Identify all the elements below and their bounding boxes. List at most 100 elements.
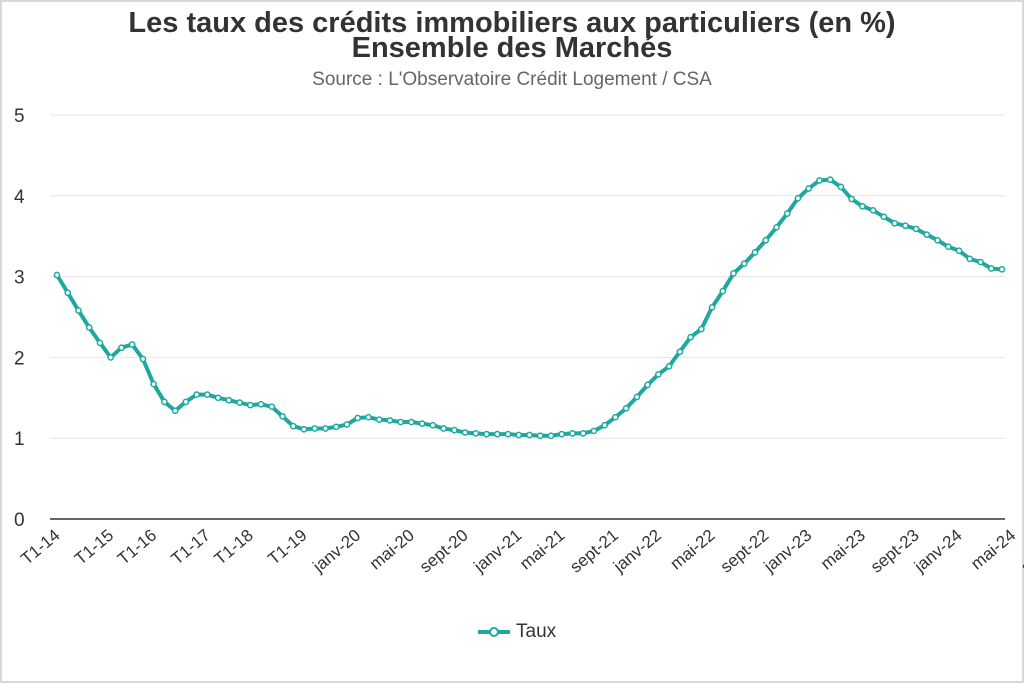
x-tick-label: T1-17 (168, 526, 214, 569)
data-point (880, 213, 888, 221)
x-tick-label: sept-23 (867, 526, 923, 577)
data-point (483, 430, 490, 438)
data-point (730, 270, 737, 277)
data-point (934, 236, 941, 244)
data-point (397, 418, 404, 426)
data-point (687, 333, 694, 341)
data-point (268, 403, 276, 411)
y-tick-label: 4 (14, 187, 25, 208)
data-point (697, 325, 705, 333)
chart-title-line2: Ensemble des Marchés (351, 32, 673, 64)
data-point (504, 430, 512, 438)
data-point (740, 260, 748, 268)
data-point (408, 418, 415, 426)
x-tick-label: sept-20 (416, 526, 472, 577)
data-point (64, 289, 72, 297)
data-point (472, 430, 480, 437)
x-tick-label: T1-14 (17, 526, 63, 569)
data-point (719, 287, 727, 295)
data-point (289, 422, 297, 430)
data-point (751, 249, 759, 256)
data-point (547, 432, 555, 440)
data-point (418, 420, 426, 428)
data-point (203, 391, 211, 398)
legend[interactable]: Taux (478, 621, 556, 643)
data-point (182, 398, 190, 406)
chart-subtitle: Source : L'Observatoire Crédit Logement … (312, 69, 712, 90)
data-point (96, 339, 104, 347)
y-axis-ticks: 0 1 2 3 4 5 (14, 106, 25, 531)
y-tick-label: 5 (14, 106, 25, 127)
data-point (633, 393, 641, 401)
data-point (343, 421, 351, 428)
data-point (987, 265, 995, 272)
x-tick-label: mai-22 (667, 526, 719, 574)
data-point (579, 430, 587, 437)
data-point (998, 265, 1006, 273)
data-point (53, 271, 61, 279)
x-tick-label: T1-18 (211, 526, 257, 569)
data-point (225, 396, 233, 404)
data-point (375, 416, 383, 423)
data-point (569, 430, 576, 437)
data-point (85, 324, 93, 331)
y-tick-label: 2 (14, 348, 25, 369)
series-taux (53, 176, 1006, 440)
data-point (977, 258, 984, 266)
data-point (171, 407, 179, 415)
data-point (139, 355, 147, 363)
data-point (128, 341, 136, 348)
data-point (923, 231, 931, 238)
data-point (515, 431, 523, 439)
gridlines (50, 114, 1005, 439)
x-tick-label: mai-24 (967, 526, 1019, 574)
data-point (601, 421, 609, 429)
data-point (773, 223, 780, 231)
data-point (944, 243, 952, 251)
x-tick-label: janv-22 (609, 526, 665, 577)
data-point (246, 401, 254, 409)
y-tick-label: 3 (14, 268, 25, 289)
data-point (655, 371, 662, 378)
data-point (354, 414, 362, 422)
x-tick-label: mai-20 (366, 526, 418, 574)
data-point (826, 176, 834, 183)
data-point (493, 430, 501, 438)
data-point (279, 413, 286, 420)
x-tick-label: mai-23 (817, 526, 869, 574)
data-point (526, 431, 533, 439)
x-tick-label: T1-15 (71, 526, 117, 569)
data-point (622, 404, 630, 412)
data-point (848, 195, 856, 203)
data-point (644, 381, 651, 389)
x-tick-label: T1-16 (114, 526, 160, 569)
data-point (590, 427, 598, 435)
data-point (193, 391, 200, 398)
x-tick-label: T1-19 (264, 526, 310, 569)
data-point (762, 236, 770, 244)
data-point (805, 185, 813, 192)
x-tick-label: janv-23 (760, 526, 816, 577)
data-point (322, 425, 329, 432)
data-point (332, 423, 340, 431)
data-point (386, 417, 394, 424)
x-tick-label: janv-24 (910, 526, 966, 577)
data-point (440, 425, 447, 432)
data-point (783, 210, 791, 217)
data-point (612, 413, 619, 421)
data-point (794, 194, 802, 202)
data-point (966, 255, 974, 263)
legend-line-marker-icon (478, 625, 510, 639)
y-tick-label: 0 (14, 510, 25, 531)
data-point (311, 425, 319, 432)
x-tick-label: sept-22 (717, 526, 773, 577)
x-tick-label: janv-20 (309, 526, 365, 577)
data-point (676, 348, 684, 356)
data-point (869, 206, 877, 214)
x-tick-label: mai-21 (516, 526, 568, 574)
data-point (236, 399, 243, 406)
data-point (161, 398, 168, 406)
data-point (912, 225, 920, 233)
